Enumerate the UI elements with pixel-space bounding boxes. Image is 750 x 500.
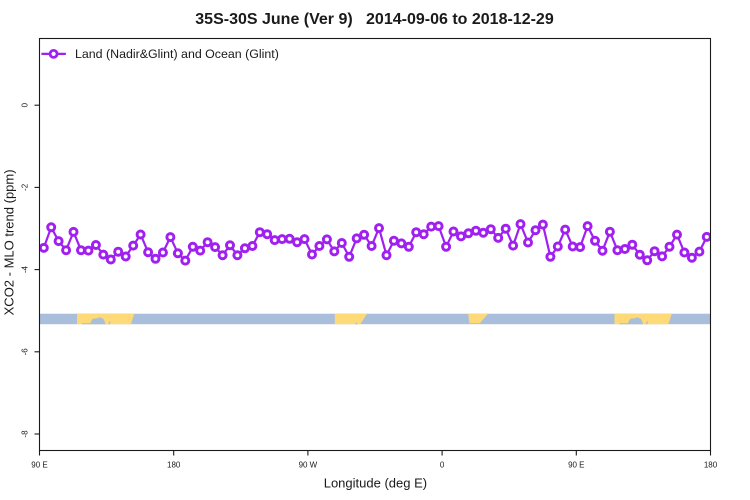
svg-text:90 W: 90 W — [299, 461, 318, 470]
svg-text:180: 180 — [704, 461, 718, 470]
svg-text:90 E: 90 E — [31, 461, 47, 470]
svg-text:-8: -8 — [21, 430, 30, 438]
svg-text:0: 0 — [21, 102, 30, 107]
svg-text:Land (Nadir&Glint) and Ocean (: Land (Nadir&Glint) and Ocean (Glint) — [75, 47, 279, 61]
svg-text:-4: -4 — [21, 265, 30, 273]
svg-text:90 E: 90 E — [568, 461, 584, 470]
svg-text:-2: -2 — [21, 183, 30, 191]
svg-text:Longitude (deg E): Longitude (deg E) — [324, 476, 427, 491]
svg-text:0: 0 — [440, 461, 445, 470]
svg-text:XCO2 - MLO trend (ppm): XCO2 - MLO trend (ppm) — [2, 169, 17, 315]
svg-text:180: 180 — [167, 461, 181, 470]
svg-text:-6: -6 — [21, 348, 30, 356]
svg-text:35S-30S June (Ver 9) 2014-09: 35S-30S June (Ver 9) 2014-09-06 to 2018-… — [195, 11, 554, 28]
